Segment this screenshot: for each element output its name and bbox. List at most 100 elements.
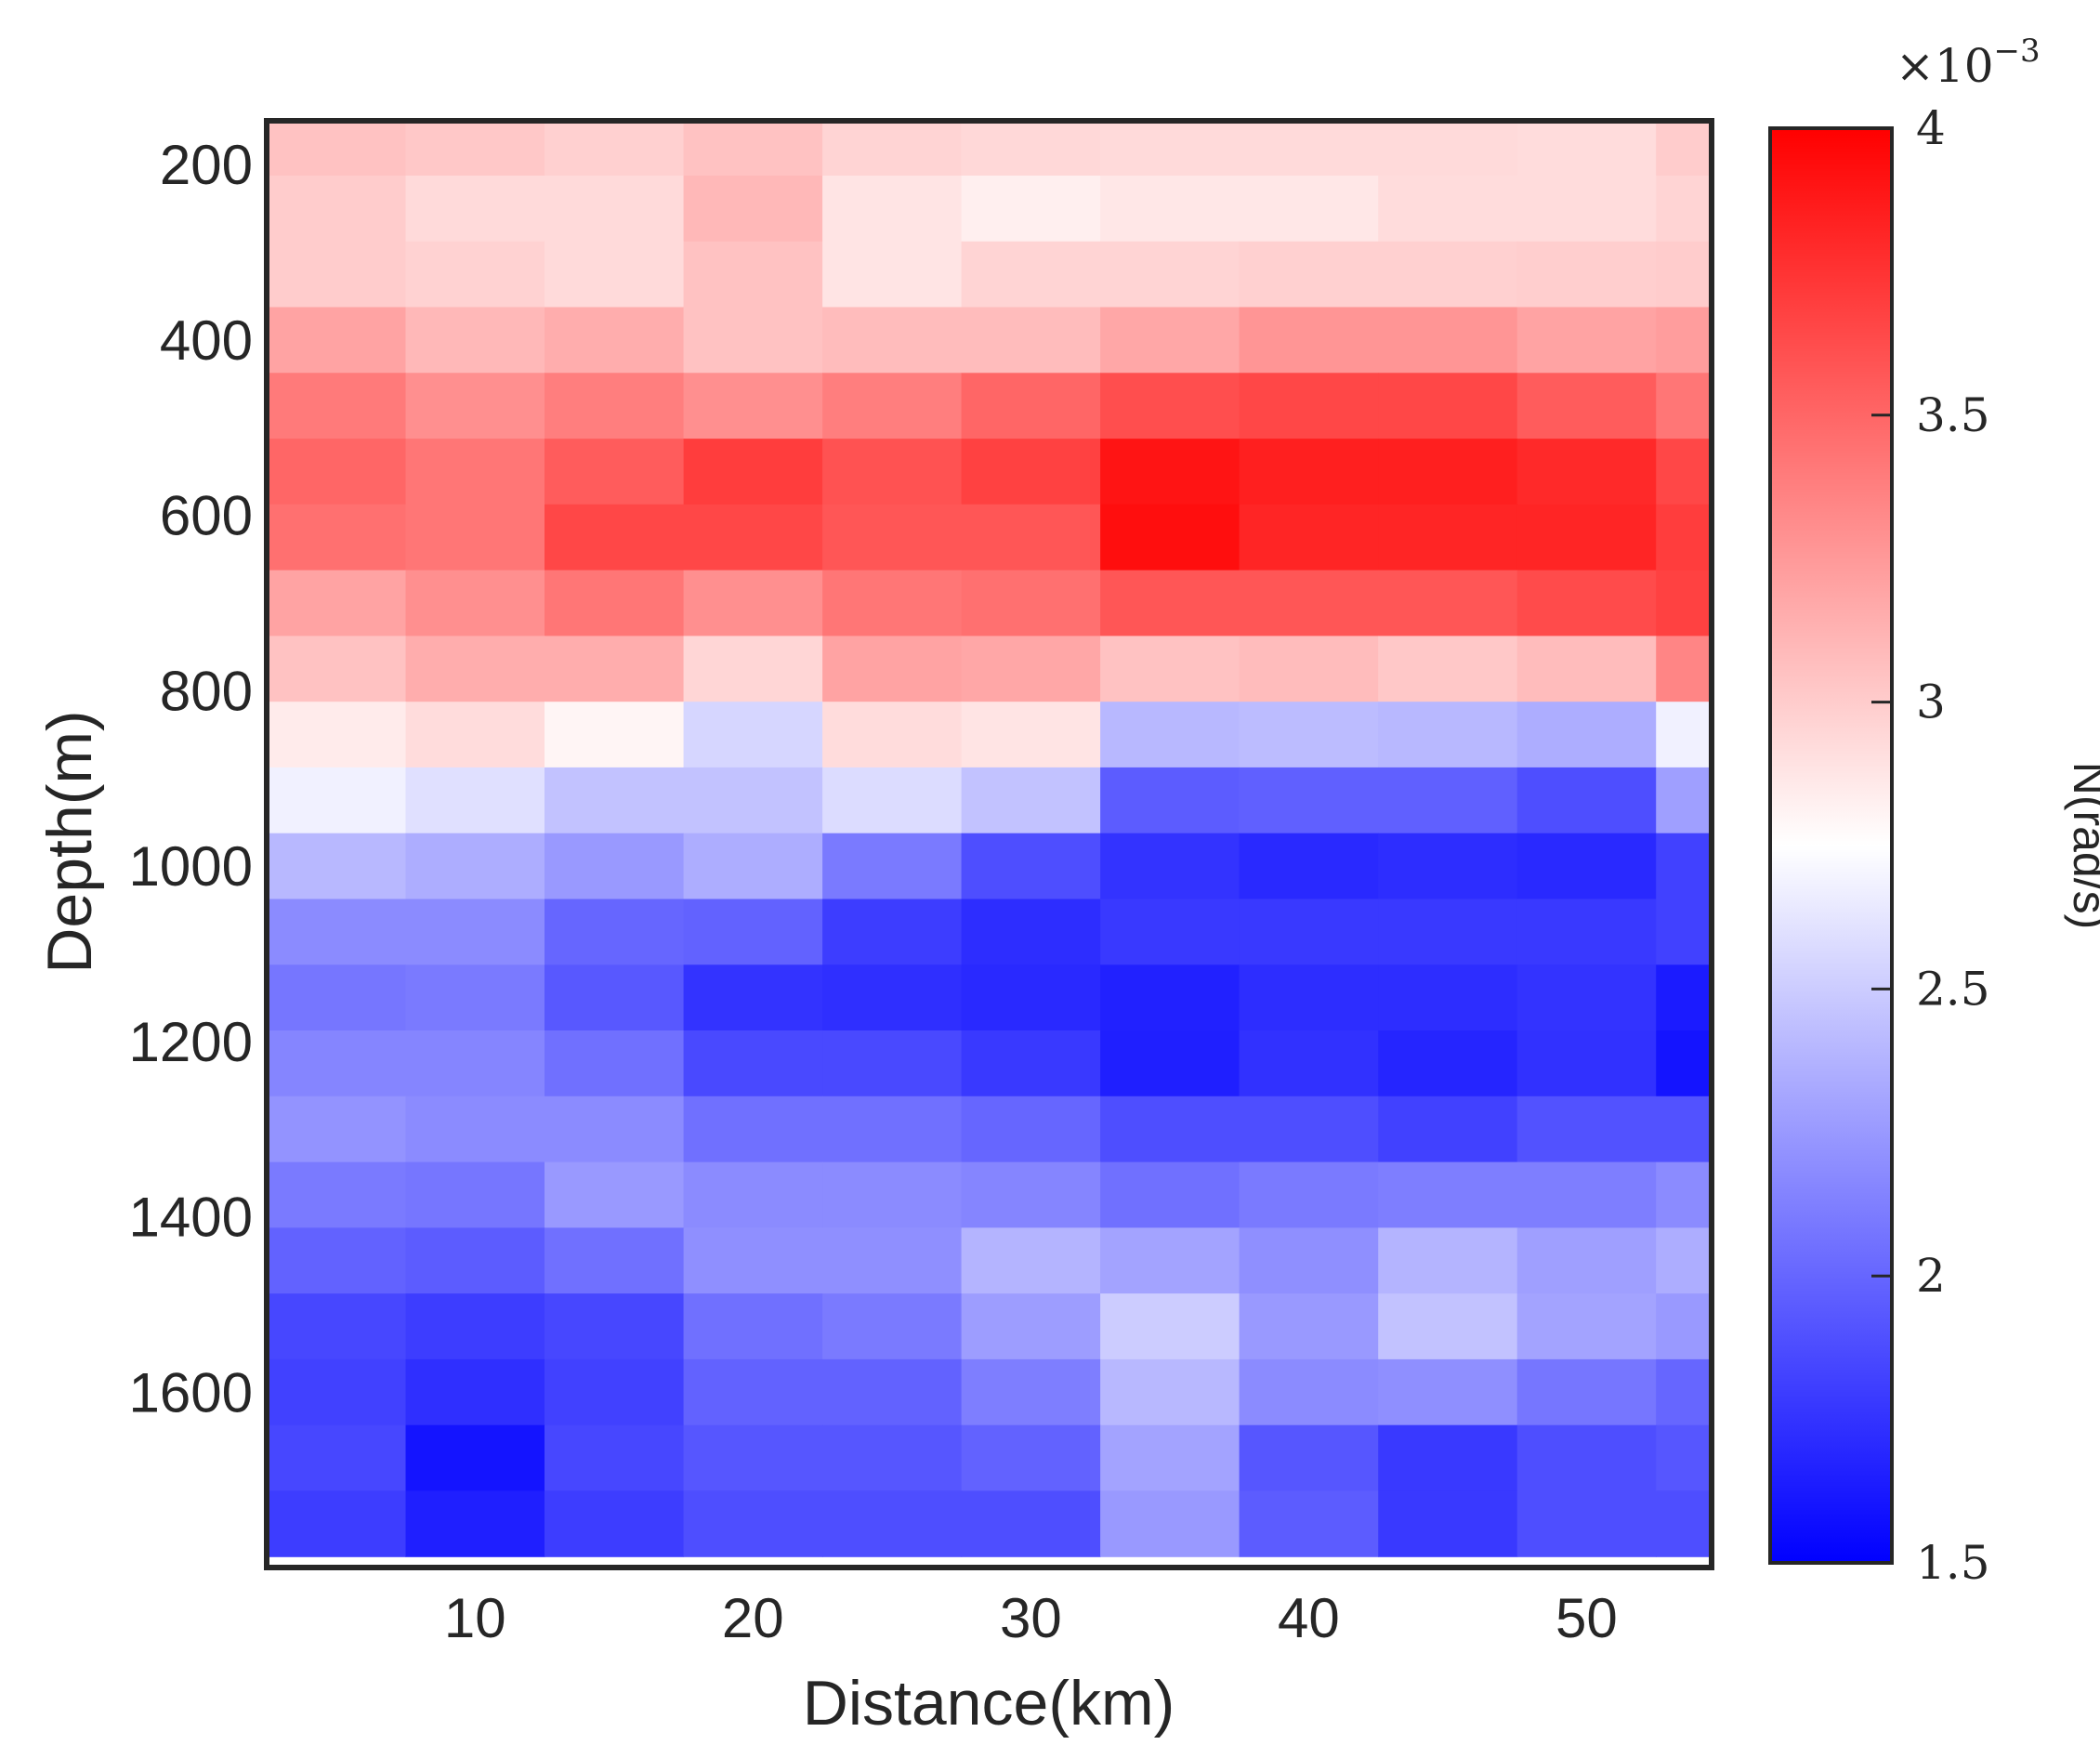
heatmap-cell: [961, 964, 1101, 1031]
heatmap-cell: [961, 1161, 1101, 1228]
x-tick-label: 30: [1000, 1587, 1062, 1649]
heatmap-cell: [267, 307, 407, 374]
heatmap-cell: [267, 373, 407, 440]
heatmap-cell: [822, 1424, 963, 1492]
heatmap-cell: [1100, 899, 1240, 965]
heatmap-cell: [1100, 176, 1240, 243]
heatmap-cell: [267, 1424, 407, 1492]
heatmap-cell: [405, 176, 545, 243]
heatmap-cell: [267, 176, 407, 243]
heatmap-cell: [1656, 1030, 1713, 1097]
heatmap-cell: [1239, 176, 1379, 243]
heatmap-cell: [1656, 121, 1713, 177]
heatmap-cell: [1239, 1358, 1379, 1426]
heatmap-cell: [267, 1490, 407, 1557]
colorbar-exponent: ×10−3: [1896, 33, 2041, 93]
heatmap-cell: [961, 636, 1101, 702]
heatmap-cell: [683, 570, 823, 636]
heatmap-cell: [267, 504, 407, 571]
heatmap-cell: [405, 439, 545, 505]
heatmap-cell: [1378, 439, 1518, 505]
heatmap-cell: [1100, 504, 1240, 571]
heatmap-cell: [822, 833, 963, 900]
heatmap-cell: [1378, 121, 1518, 177]
heatmap-cell: [961, 241, 1101, 308]
heatmap-cell: [683, 964, 823, 1031]
heatmap-cell: [267, 121, 407, 177]
heatmap-cell: [1656, 702, 1713, 768]
heatmap-cell: [267, 833, 407, 900]
heatmap-cell: [1100, 121, 1240, 177]
heatmap-cell: [1100, 1095, 1240, 1163]
colorbar-tick-label: 1.5: [1916, 1536, 1990, 1590]
heatmap-cell: [1378, 1030, 1518, 1097]
heatmap-cell: [1239, 373, 1379, 440]
heatmap-cell: [1656, 1227, 1713, 1294]
heatmap-cell: [405, 504, 545, 571]
heatmap-cell: [405, 1030, 545, 1097]
heatmap-cell: [545, 1358, 685, 1426]
heatmap-cell: [1378, 964, 1518, 1031]
heatmap-cell: [1378, 1424, 1518, 1492]
heatmap-cell: [683, 1490, 823, 1557]
heatmap-cell: [1516, 1490, 1657, 1557]
heatmap-cell: [683, 1030, 823, 1097]
heatmap-cell: [1239, 439, 1379, 505]
heatmap-cell: [1516, 121, 1657, 177]
heatmap-cell: [1239, 1490, 1379, 1557]
heatmap-cell: [683, 1293, 823, 1360]
heatmap-cell: [405, 121, 545, 177]
heatmap-cell: [1378, 636, 1518, 702]
heatmap-cell: [1656, 504, 1713, 571]
heatmap-cell: [545, 1293, 685, 1360]
heatmap-cell: [1239, 1161, 1379, 1228]
heatmap-cell: [405, 1161, 545, 1228]
heatmap-cell: [683, 1358, 823, 1426]
y-tick-label: 600: [160, 485, 253, 547]
heatmap-cell: [1516, 767, 1657, 834]
colorbar-exponent-power: −3: [1994, 33, 2041, 70]
heatmap-cell: [961, 570, 1101, 636]
heatmap-cell: [961, 767, 1101, 834]
colorbar-tick-label: 2: [1916, 1249, 1946, 1303]
heatmap-cell: [1378, 1227, 1518, 1294]
heatmap-cell: [961, 373, 1101, 440]
heatmap-cell: [822, 1095, 963, 1163]
heatmap-cell: [1516, 504, 1657, 571]
heatmap-cell: [1656, 307, 1713, 374]
heatmap-cell: [545, 504, 685, 571]
heatmap-cell: [405, 702, 545, 768]
heatmap-cell: [267, 1095, 407, 1163]
heatmap-cell: [961, 439, 1101, 505]
heatmap-cell: [683, 176, 823, 243]
heatmap-cell: [1239, 1424, 1379, 1492]
heatmap-cell: [683, 636, 823, 702]
colorbar-tick-label: 3.5: [1916, 388, 1990, 442]
heatmap-cell: [1656, 833, 1713, 900]
heatmap-cell: [1378, 176, 1518, 243]
heatmap-cell: [1378, 899, 1518, 965]
heatmap-cell: [1516, 1161, 1657, 1228]
heatmap-cell: [545, 636, 685, 702]
heatmap-cell: [1239, 899, 1379, 965]
heatmap-cell: [1378, 1358, 1518, 1426]
heatmap-cell: [1100, 636, 1240, 702]
heatmap-cell: [267, 702, 407, 768]
heatmap-cell: [822, 1227, 963, 1294]
heatmap-cell: [267, 964, 407, 1031]
heatmap-cell: [545, 702, 685, 768]
heatmap-cells: [267, 121, 1713, 1557]
x-tick-label: 50: [1555, 1587, 1618, 1649]
heatmap-cell: [405, 1424, 545, 1492]
heatmap-cell: [683, 702, 823, 768]
heatmap-cell: [1516, 241, 1657, 308]
heatmap-cell: [961, 1095, 1101, 1163]
x-tick-label: 10: [444, 1587, 506, 1649]
heatmap-cell: [1516, 307, 1657, 374]
heatmap-cell: [545, 121, 685, 177]
heatmap-cell: [961, 1490, 1101, 1557]
heatmap-cell: [961, 504, 1101, 571]
heatmap-cell: [1239, 767, 1379, 834]
x-tick-label: 20: [722, 1587, 784, 1649]
heatmap-cell: [545, 1227, 685, 1294]
